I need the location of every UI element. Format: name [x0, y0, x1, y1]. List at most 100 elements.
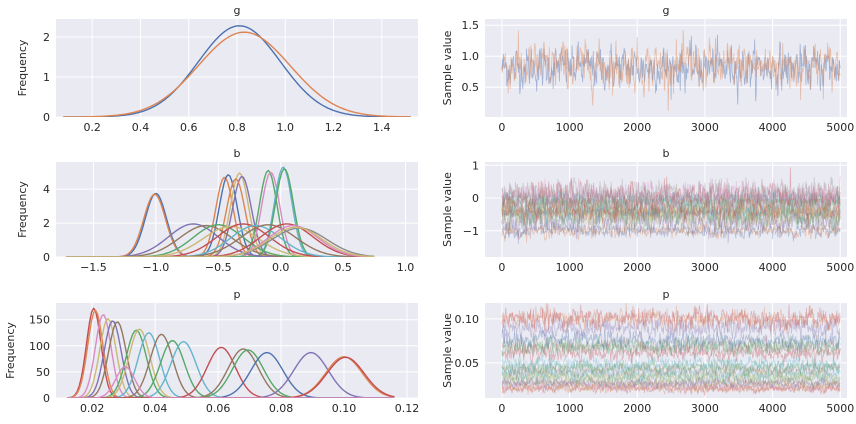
trace-line — [501, 371, 841, 391]
density-curve — [67, 317, 395, 398]
x-tick-label: 1.2 — [325, 121, 343, 134]
density-curve — [67, 320, 395, 398]
x-tick-label: 2000 — [623, 402, 651, 415]
trace-line — [501, 303, 841, 334]
x-tick-label: 0.6 — [180, 121, 198, 134]
density-curve — [67, 321, 395, 398]
trace-line — [501, 186, 841, 227]
x-tick-label: 1000 — [556, 402, 584, 415]
trace-line — [501, 368, 841, 385]
trace-line — [501, 203, 841, 221]
x-tick-label: −1.5 — [80, 261, 107, 274]
y-tick-label: 0 — [472, 192, 479, 205]
x-tick-label: 2000 — [623, 121, 651, 134]
density-curve — [67, 329, 395, 398]
density-curve — [65, 175, 375, 257]
x-tick-label: 1000 — [556, 121, 584, 134]
y-tick-label: 0 — [43, 111, 50, 124]
density-curve — [67, 351, 395, 398]
trace-line — [501, 34, 841, 105]
plot-area — [485, 162, 847, 257]
x-tick-label: 0 — [498, 261, 505, 274]
y-axis-label: Sample value — [441, 30, 454, 105]
density-curve — [67, 356, 395, 398]
y-tick-label: 0.05 — [455, 357, 480, 370]
density-curve — [65, 176, 375, 257]
y-axis-label: Frequency — [16, 39, 29, 96]
density-curve — [65, 223, 375, 257]
y-tick-label: 1.5 — [462, 19, 480, 32]
x-tick-label: 0.04 — [143, 402, 168, 415]
trace-line — [501, 378, 841, 393]
panel-title: p — [234, 288, 241, 301]
density-curve — [67, 346, 395, 398]
density-curve — [65, 224, 375, 257]
trace-line — [501, 334, 841, 360]
x-tick-label: 0.0 — [272, 261, 290, 274]
y-axis-label: Frequency — [16, 181, 29, 238]
panel-p-trace: 0 1000 2000 3000 4000 5000 0.05 0.10 p Sample val… — [441, 288, 854, 415]
density-curve — [67, 348, 395, 398]
x-tick-label: 5000 — [826, 121, 854, 134]
trace-line — [501, 303, 841, 334]
y-tick-label: 2 — [43, 217, 50, 230]
trace-line — [501, 205, 841, 221]
trace-line — [501, 382, 841, 396]
x-tick-label: 0 — [498, 121, 505, 134]
y-tick-label: 50 — [36, 366, 50, 379]
series-group — [65, 166, 375, 257]
x-tick-label: 0.02 — [80, 402, 105, 415]
x-tick-label: 1.0 — [397, 261, 415, 274]
x-tick-label: 0.4 — [132, 121, 150, 134]
x-tick-label: 4000 — [759, 121, 787, 134]
trace-line — [501, 381, 841, 396]
y-tick-label: 100 — [29, 340, 50, 353]
x-tick-label: 3000 — [691, 121, 719, 134]
y-tick-label: 4 — [43, 183, 50, 196]
panel-title: b — [663, 147, 670, 160]
series-group — [501, 29, 841, 111]
density-curve — [67, 356, 395, 398]
trace-line — [501, 367, 841, 384]
x-tick-label: −1.0 — [143, 261, 170, 274]
trace-line — [501, 189, 841, 205]
panel-g-trace: 0 1000 2000 3000 4000 5000 0.5 1.0 1.5 g Sample va… — [441, 4, 854, 134]
density-curve — [67, 314, 395, 398]
y-axis-label: Sample value — [441, 313, 454, 388]
x-tick-label: 1000 — [556, 261, 584, 274]
y-tick-label: 0 — [43, 251, 50, 264]
x-tick-label: 0.06 — [206, 402, 231, 415]
panel-b-trace: 0 1000 2000 3000 4000 5000 −1 0 1 b Sample value — [441, 147, 854, 274]
trace-line — [501, 329, 841, 356]
x-tick-label: 0.5 — [334, 261, 352, 274]
trace-line — [501, 334, 841, 358]
y-tick-label: 1.0 — [462, 50, 480, 63]
trace-line — [501, 182, 841, 233]
x-tick-label: 0.2 — [83, 121, 101, 134]
trace-line — [501, 313, 841, 344]
x-tick-label: 3000 — [691, 261, 719, 274]
trace-line — [501, 191, 841, 226]
x-tick-label: 4000 — [759, 261, 787, 274]
x-tick-label: 0.12 — [395, 402, 420, 415]
density-curve — [67, 349, 395, 398]
density-curve — [65, 226, 375, 257]
x-tick-label: −0.5 — [205, 261, 232, 274]
x-tick-label: 1.4 — [373, 121, 391, 134]
trace-line — [501, 204, 841, 244]
x-tick-label: 5000 — [826, 402, 854, 415]
x-tick-label: 2000 — [623, 261, 651, 274]
trace-line — [501, 201, 841, 217]
panel-p-density: 0.02 0.04 0.06 0.08 0.10 0.12 0 50 100 150 p Freque… — [4, 288, 419, 415]
y-tick-label: 2 — [43, 31, 50, 44]
density-curve — [67, 332, 395, 398]
y-tick-label: 1 — [43, 71, 50, 84]
x-tick-label: 0.08 — [269, 402, 294, 415]
y-tick-label: 0.10 — [455, 313, 480, 326]
y-axis-label: Sample value — [441, 172, 454, 247]
trace-line — [501, 198, 841, 239]
series-group — [66, 307, 395, 398]
panel-title: b — [234, 147, 241, 160]
y-tick-label: −1 — [463, 225, 479, 238]
